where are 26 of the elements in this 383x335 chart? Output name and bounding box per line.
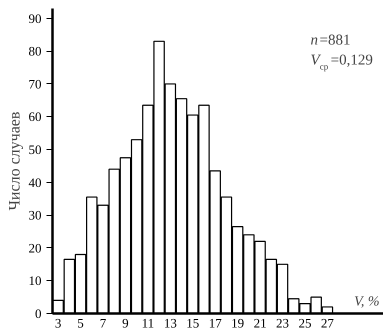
x-tick-label: 7 <box>100 316 107 330</box>
y-axis-title: Число случаев <box>6 111 24 210</box>
annotation: n=881 <box>310 32 350 48</box>
x-tick-label: 13 <box>164 316 177 330</box>
x-tick-label: 19 <box>231 316 244 330</box>
y-tick-label: 60 <box>28 109 42 124</box>
x-tick-label: 17 <box>208 316 222 330</box>
x-tick-label: 23 <box>276 316 290 330</box>
x-tick-label: 11 <box>142 316 154 330</box>
y-tick-label: 90 <box>28 10 42 26</box>
x-tick-label: 9 <box>122 316 129 330</box>
y-tick-label: 80 <box>28 44 42 59</box>
y-tick-label: 10 <box>28 273 42 288</box>
y-tick-label: 50 <box>28 142 42 158</box>
y-tick-label: 70 <box>28 76 42 92</box>
x-tick-label: 25 <box>298 316 312 330</box>
x-tick-label: 27 <box>320 316 334 330</box>
x-axis-title: V, % <box>354 294 380 310</box>
x-tick-label: 5 <box>77 316 84 330</box>
y-tick-label: 20 <box>28 240 42 256</box>
y-tick-label: 0 <box>35 306 42 321</box>
x-tick-label: 21 <box>254 316 267 330</box>
y-tick-label: 40 <box>28 174 42 190</box>
x-tick-label: 15 <box>186 316 200 330</box>
y-tick-label: 30 <box>28 208 42 223</box>
x-tick-label: 3 <box>54 316 62 330</box>
